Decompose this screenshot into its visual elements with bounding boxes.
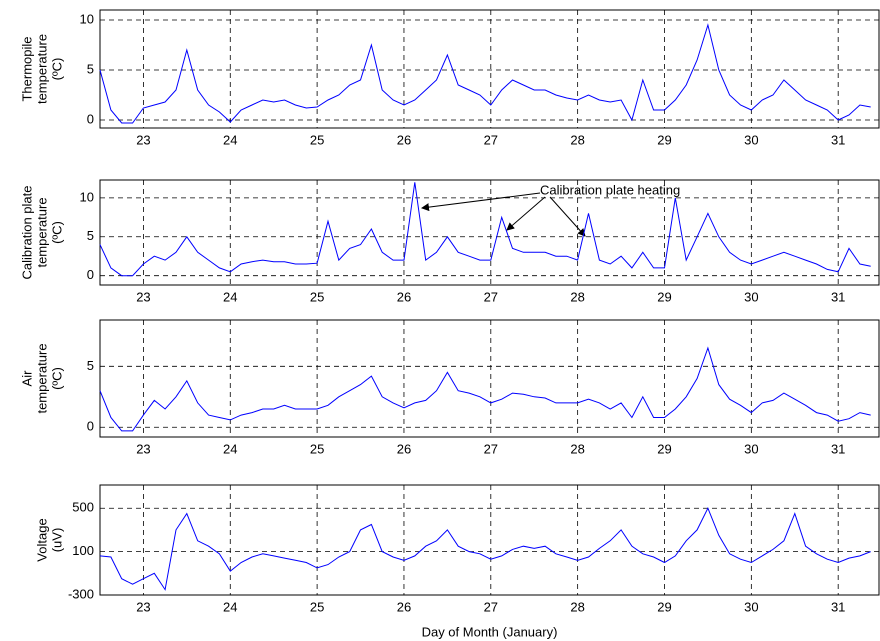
- data-line: [99, 182, 871, 277]
- axes-box: [99, 484, 880, 596]
- x-tick-label: 24: [223, 132, 237, 147]
- y-axis-label: Voltage: [34, 518, 49, 561]
- y-axis-label: temperature: [34, 34, 49, 104]
- x-tick-label: 30: [744, 599, 758, 614]
- x-tick-label: 24: [223, 599, 237, 614]
- y-axis-label: (ºC): [49, 58, 64, 81]
- y-tick-label: 0: [87, 419, 94, 434]
- y-tick-label: 100: [72, 543, 94, 558]
- x-tick-label: 30: [744, 441, 758, 456]
- y-tick-label: 10: [80, 11, 94, 26]
- x-tick-label: 26: [397, 132, 411, 147]
- y-tick-label: -300: [68, 586, 94, 601]
- y-tick-label: 10: [80, 189, 94, 204]
- x-tick-label: 26: [397, 441, 411, 456]
- axes-box: [99, 179, 880, 286]
- x-tick-label: 31: [831, 441, 845, 456]
- y-tick-label: 5: [87, 358, 94, 373]
- x-tick-label: 23: [136, 599, 150, 614]
- x-tick-label: 23: [136, 441, 150, 456]
- x-tick-label: 30: [744, 289, 758, 304]
- x-tick-label: 24: [223, 441, 237, 456]
- y-axis-label: Thermopile: [19, 36, 34, 101]
- x-axis-label: Day of Month (January): [422, 624, 558, 639]
- data-line: [99, 506, 871, 591]
- axes-box: [99, 9, 880, 129]
- y-axis-label: (ºC): [49, 367, 64, 390]
- y-axis-label: (uV): [49, 528, 64, 553]
- x-tick-label: 29: [657, 599, 671, 614]
- x-tick-label: 28: [570, 441, 584, 456]
- x-tick-label: 27: [484, 599, 498, 614]
- x-tick-label: 30: [744, 132, 758, 147]
- x-tick-label: 31: [831, 289, 845, 304]
- y-axis-label: (ºC): [49, 221, 64, 244]
- axes-box: [99, 319, 880, 438]
- x-tick-label: 31: [831, 132, 845, 147]
- y-tick-label: 5: [87, 61, 94, 76]
- y-axis-label: temperature: [34, 197, 49, 267]
- x-tick-label: 28: [570, 599, 584, 614]
- data-line: [99, 346, 871, 432]
- x-tick-label: 25: [310, 599, 324, 614]
- x-tick-label: 25: [310, 441, 324, 456]
- y-axis-label: Air: [19, 370, 34, 387]
- x-tick-label: 23: [136, 289, 150, 304]
- x-tick-label: 25: [310, 132, 324, 147]
- x-tick-label: 26: [397, 599, 411, 614]
- x-tick-label: 23: [136, 132, 150, 147]
- y-axis-label: temperature: [34, 343, 49, 413]
- x-tick-label: 31: [831, 599, 845, 614]
- y-tick-label: 500: [72, 500, 94, 515]
- annotation: Calibration plate heating: [540, 182, 680, 197]
- y-tick-label: 0: [87, 111, 94, 126]
- data-line: [99, 23, 871, 124]
- x-tick-label: 29: [657, 132, 671, 147]
- y-axis-label: Calibration plate: [19, 186, 34, 280]
- y-tick-label: 5: [87, 228, 94, 243]
- x-tick-label: 27: [484, 441, 498, 456]
- x-tick-label: 28: [570, 289, 584, 304]
- x-tick-label: 29: [657, 289, 671, 304]
- x-tick-label: 26: [397, 289, 411, 304]
- x-tick-label: 24: [223, 289, 237, 304]
- x-tick-label: 27: [484, 289, 498, 304]
- x-tick-label: 28: [570, 132, 584, 147]
- x-tick-label: 25: [310, 289, 324, 304]
- x-tick-label: 27: [484, 132, 498, 147]
- annotation-arrows: [421, 192, 586, 237]
- x-tick-label: 29: [657, 441, 671, 456]
- y-tick-label: 0: [87, 267, 94, 282]
